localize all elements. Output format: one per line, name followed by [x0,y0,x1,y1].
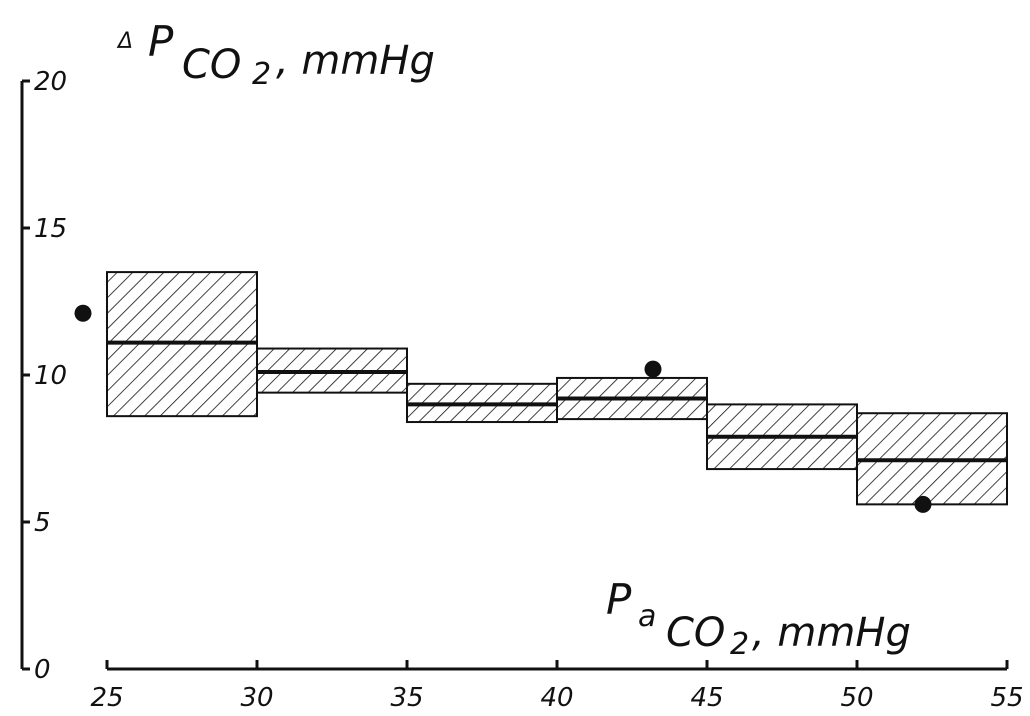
y-axis-title-unit: , mmHg [276,38,435,84]
data-point [914,495,932,513]
y-tick-label: 15 [34,214,67,244]
x-axis-title-unit: , mmHg [752,610,911,656]
y-tick-label: 5 [34,508,51,538]
x-tick-label: 50 [840,683,873,713]
x-tick-label: 45 [690,683,723,713]
axes: 0 5 10 15 20 25 30 35 40 45 50 55 [20,67,1024,713]
y-axis-title-subscript: CO [182,42,241,88]
data-bins [106,271,1008,506]
y-axis-title-subscript-2: 2 [252,57,271,92]
x-axis-title-subscript: a [638,599,656,634]
x-axis-title-gas-subscript: 2 [730,627,749,662]
y-axis-title: Δ P CO 2 , mmHg [116,17,435,92]
x-tick-label: 55 [990,683,1023,713]
x-axis-title-gas: CO [666,610,725,656]
x-axis-title: P a CO 2 , mmHg [606,575,911,662]
x-axis-title-symbol: P [606,575,632,624]
x-tick-label: 35 [390,683,423,713]
x-tick-label: 25 [90,683,123,713]
data-point [644,360,662,378]
x-tick-label: 30 [240,683,273,713]
data-points [74,304,932,513]
y-tick-label: 0 [34,655,51,685]
y-tick-label: 20 [34,67,67,97]
x-tick-label: 40 [540,683,573,713]
data-point [74,304,92,322]
y-axis-title-delta: Δ [116,29,133,54]
y-axis-title-symbol: P [148,17,174,66]
y-tick-label: 10 [34,361,67,391]
